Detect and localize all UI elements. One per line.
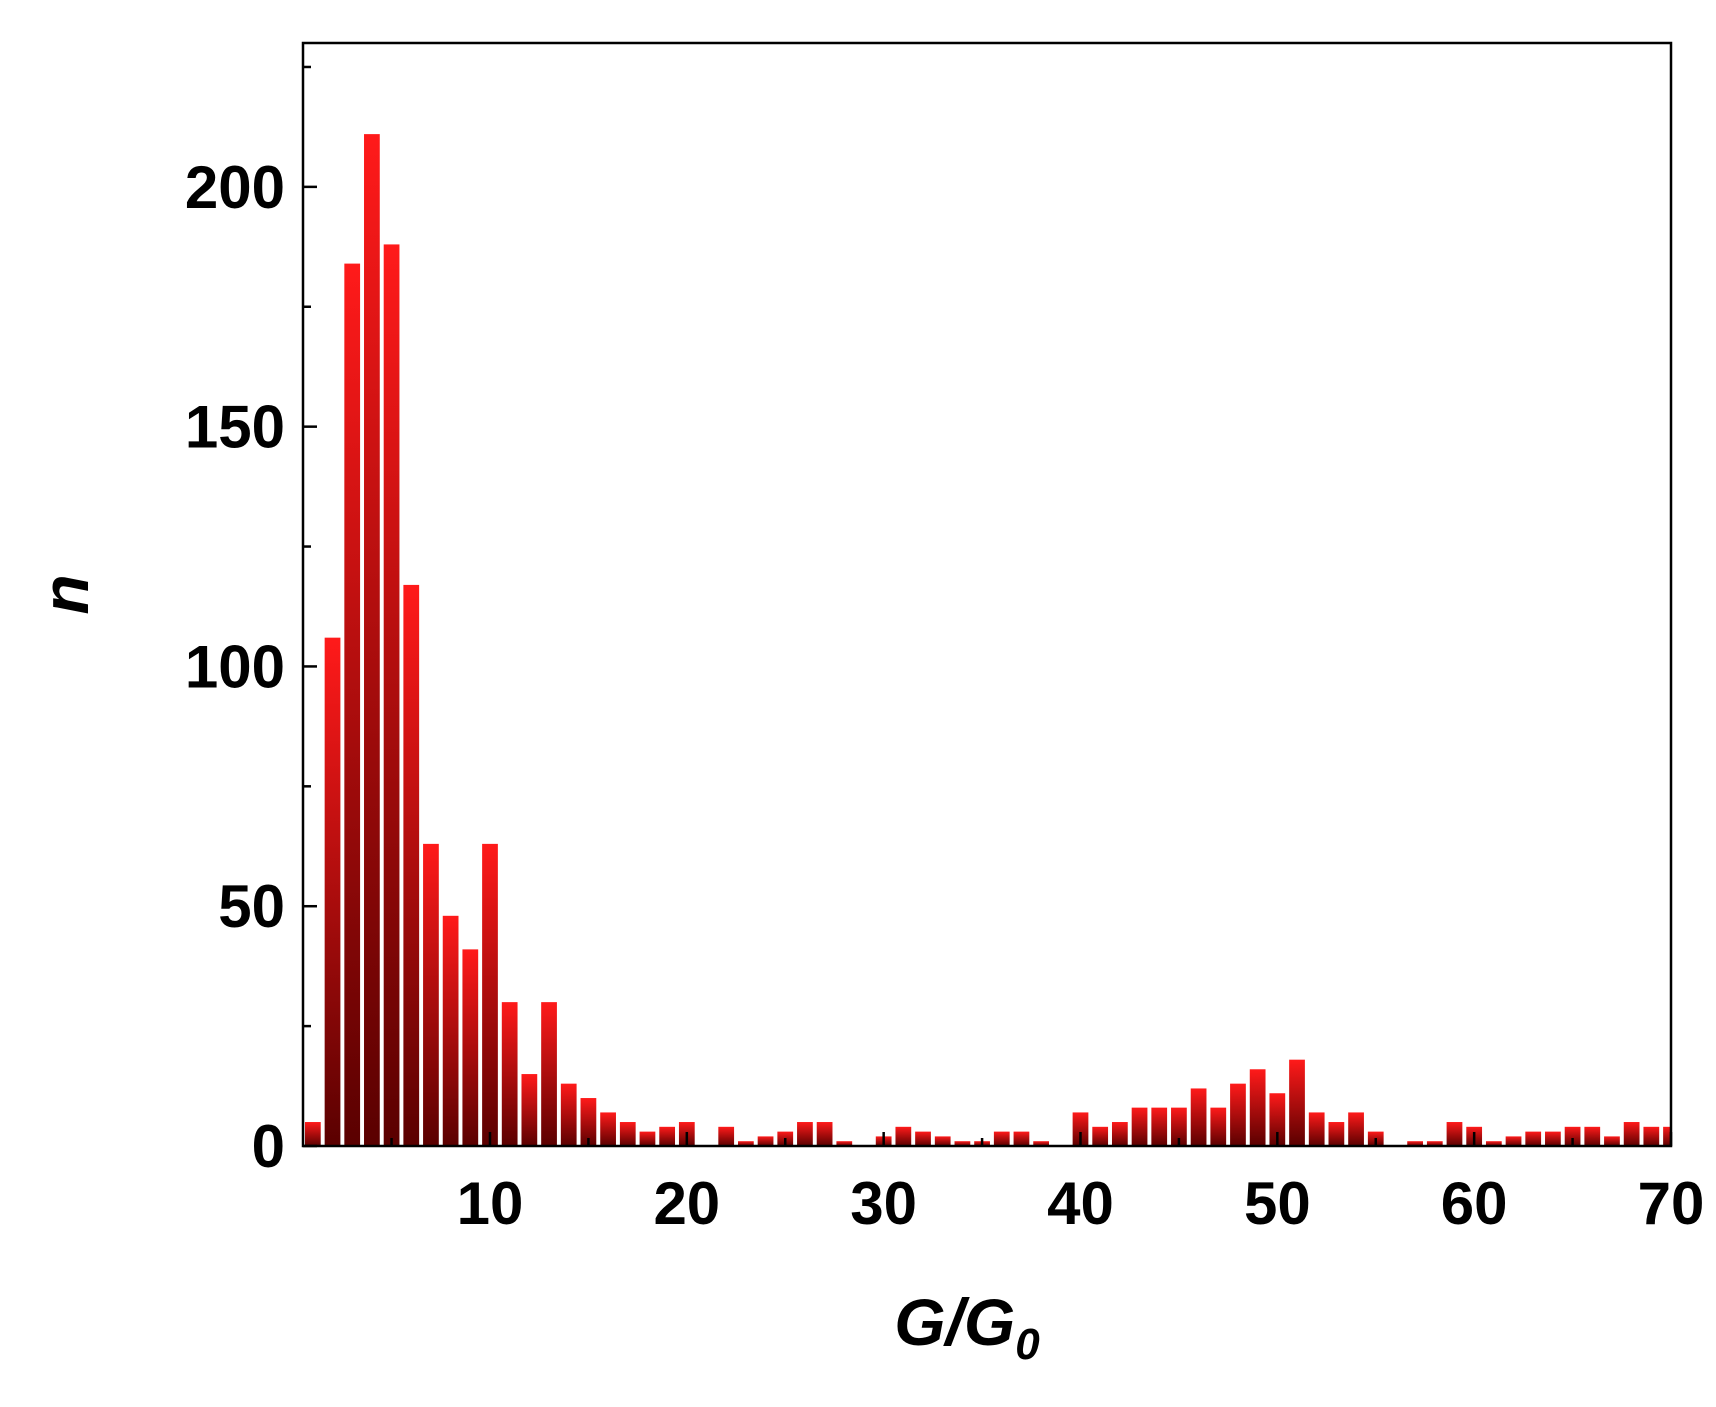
bar: [1249, 1069, 1266, 1146]
bar: [1663, 1126, 1671, 1146]
bar: [1584, 1126, 1601, 1146]
bar: [1230, 1083, 1246, 1146]
x-tick-label: 70: [1638, 1170, 1705, 1237]
bar: [1525, 1131, 1542, 1146]
x-axis-label-subscript: 0: [1015, 1320, 1040, 1369]
bar: [895, 1126, 912, 1146]
bar: [738, 1141, 754, 1146]
bar: [521, 1074, 538, 1146]
bar: [836, 1141, 853, 1146]
bar: [1092, 1126, 1109, 1146]
bar: [954, 1141, 971, 1146]
tick-labels-group: 10 20 30 40 50 60 70 0 50 100 150 200: [185, 154, 1704, 1237]
x-tick-label: 30: [850, 1170, 917, 1237]
bar: [1131, 1107, 1148, 1146]
bar: [442, 915, 459, 1146]
x-tick-label: 40: [1047, 1170, 1114, 1237]
plot-frame: [301, 41, 1673, 1148]
y-axis-label: n: [28, 574, 102, 614]
bar: [1151, 1107, 1168, 1146]
bar: [560, 1083, 577, 1146]
y-tick-label: 100: [185, 633, 285, 700]
bar: [324, 637, 341, 1146]
bar: [915, 1131, 931, 1146]
bar: [993, 1131, 1010, 1146]
bar: [482, 843, 498, 1146]
bar: [1072, 1112, 1089, 1146]
bar: [1604, 1136, 1620, 1146]
bar: [1485, 1141, 1502, 1146]
bar: [1643, 1126, 1660, 1146]
bar: [659, 1126, 676, 1146]
bar: [1308, 1112, 1325, 1146]
bar: [580, 1098, 597, 1146]
y-tick-label: 50: [218, 873, 285, 940]
x-axis-label-main: G/G: [894, 1285, 1015, 1359]
bar: [1623, 1122, 1640, 1146]
x-axis-label: G/G0: [894, 1285, 1040, 1369]
bar: [304, 1122, 321, 1146]
bar: [1564, 1126, 1581, 1146]
bar: [344, 263, 361, 1147]
bar: [1446, 1122, 1463, 1146]
bar: [1328, 1122, 1345, 1146]
x-tick-label: 60: [1441, 1170, 1508, 1237]
bar: [1545, 1131, 1561, 1146]
bar: [1407, 1141, 1423, 1146]
bar: [1111, 1122, 1128, 1146]
bar: [639, 1131, 656, 1146]
bar: [1505, 1136, 1522, 1146]
bars-group: [304, 134, 1671, 1147]
bar: [934, 1136, 951, 1146]
bar: [1190, 1088, 1207, 1146]
bar: [1171, 1107, 1187, 1146]
y-tick-label: 200: [185, 154, 285, 221]
bar: [423, 843, 439, 1146]
bar: [1269, 1093, 1286, 1146]
bar: [718, 1126, 735, 1146]
bar: [797, 1122, 813, 1146]
bar: [541, 1002, 557, 1146]
y-tick-label: 150: [185, 394, 285, 461]
ticks-group: [303, 65, 1673, 1148]
bar: [1210, 1107, 1227, 1146]
bar: [1348, 1112, 1364, 1146]
bar: [619, 1122, 636, 1146]
bar: [501, 1002, 518, 1146]
bar: [1013, 1131, 1030, 1146]
x-tick-label: 20: [653, 1170, 720, 1237]
x-tick-label: 50: [1244, 1170, 1311, 1237]
bar: [1289, 1059, 1305, 1146]
bar: [462, 949, 479, 1146]
x-tick-label: 10: [457, 1170, 524, 1237]
bar: [1426, 1141, 1443, 1146]
bar: [1033, 1141, 1050, 1146]
bar: [383, 244, 400, 1147]
bar: [403, 584, 420, 1146]
bar: [600, 1112, 616, 1146]
bar: [364, 134, 380, 1147]
bar: [816, 1122, 833, 1146]
y-tick-label: 0: [252, 1113, 285, 1180]
bar: [757, 1136, 774, 1146]
